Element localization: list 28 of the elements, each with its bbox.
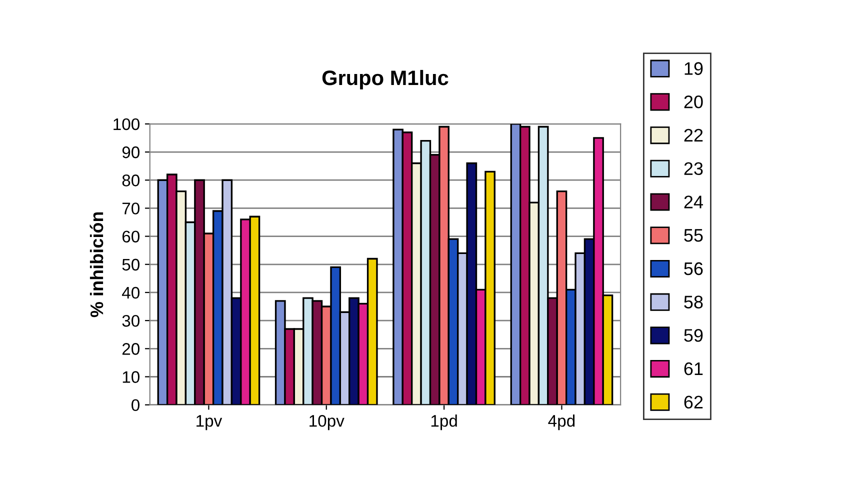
legend-label: 24: [684, 196, 703, 208]
x-tick-label: 1pv: [196, 415, 222, 430]
legend-label: 20: [684, 96, 703, 108]
legend-label: 56: [684, 262, 703, 276]
legend-label: 55: [684, 229, 703, 242]
y-tick-label: 10: [122, 371, 140, 383]
legend-label: 59: [684, 329, 703, 342]
x-tick-label: 4pd: [548, 414, 575, 430]
x-tick-label: 10pv: [310, 415, 344, 430]
x-tick-label: 1pd: [431, 414, 457, 430]
legend-label: 58: [684, 296, 703, 308]
legend-label: 61: [684, 362, 703, 376]
y-tick-label: 100: [114, 118, 140, 130]
y-tick-label: 60: [122, 230, 140, 242]
y-tick-label: 70: [122, 202, 140, 214]
legend-label: 22: [684, 128, 703, 142]
y-tick-label: 30: [122, 314, 140, 327]
legend-label: 19: [684, 62, 703, 75]
y-axis-title: % inhibición: [90, 212, 104, 318]
y-tick-label: 90: [122, 146, 140, 158]
y-tick-label: 0: [132, 399, 140, 412]
chart-title: Grupo M1luc: [322, 70, 448, 90]
y-tick-label: 80: [122, 174, 140, 186]
legend-label: 62: [684, 396, 703, 409]
y-tick-label: 40: [122, 286, 140, 299]
y-tick-label: 50: [122, 258, 140, 271]
legend-label: 23: [684, 162, 703, 176]
y-tick-label: 20: [122, 343, 140, 355]
